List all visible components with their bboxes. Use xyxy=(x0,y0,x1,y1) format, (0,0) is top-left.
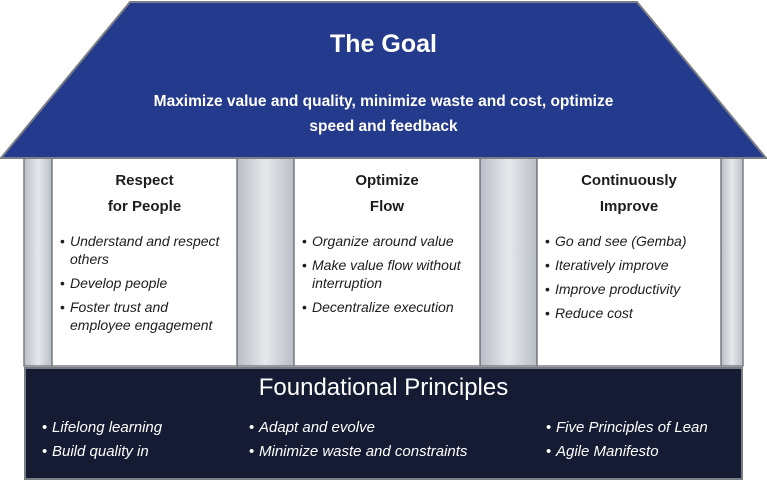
list-item: Improve productivity xyxy=(545,280,713,298)
list-item: Organize around value xyxy=(302,232,472,250)
foundation-column-1: Lifelong learning Build quality in xyxy=(42,416,162,464)
list-item: Foster trust and employee engagement xyxy=(60,298,229,334)
list-item: Minimize waste and constraints xyxy=(249,440,467,464)
pillar-title-line: Improve xyxy=(599,198,659,215)
pillar-title-line: Optimize xyxy=(355,172,419,189)
pillar-bullet-list: Go and see (Gemba) Iteratively improve I… xyxy=(545,232,713,322)
list-item: Agile Manifesto xyxy=(546,440,708,464)
pillar-gap-left xyxy=(236,155,295,367)
goal-description: Maximize value and quality, minimize was… xyxy=(153,93,614,135)
list-item: Iteratively improve xyxy=(545,256,713,274)
list-item: Go and see (Gemba) xyxy=(545,232,713,250)
pillar-title: Respect for People xyxy=(60,168,229,220)
list-item: Develop people xyxy=(60,274,229,292)
list-item: Five Principles of Lean xyxy=(546,416,708,440)
pillar-optimize-flow: Optimize Flow Organize around value Make… xyxy=(294,158,480,364)
pillar-title-line: Respect xyxy=(115,172,174,189)
pillar-gap-right xyxy=(479,155,538,367)
pillar-bullet-list: Organize around value Make value flow wi… xyxy=(302,232,472,316)
goal-title: The Goal xyxy=(330,30,437,58)
pillar-title-line: Flow xyxy=(369,198,405,215)
pillar-bullet-list: Understand and respect others Develop pe… xyxy=(60,232,229,334)
foundation-title: Foundational Principles xyxy=(258,374,509,401)
pillar-title: Continuously Improve xyxy=(545,168,713,220)
list-item: Lifelong learning xyxy=(42,416,162,440)
column-outer-right xyxy=(720,155,744,367)
list-item: Make value flow without interruption xyxy=(302,256,472,292)
roof xyxy=(0,1,767,159)
pillar-title: Optimize Flow xyxy=(302,168,472,220)
pillar-continuously-improve: Continuously Improve Go and see (Gemba) … xyxy=(537,158,721,364)
list-item: Understand and respect others xyxy=(60,232,229,268)
pillar-title-line: for People xyxy=(107,198,182,215)
foundation-column-3: Five Principles of Lean Agile Manifesto xyxy=(546,416,708,464)
list-item: Adapt and evolve xyxy=(249,416,467,440)
list-item: Decentralize execution xyxy=(302,298,472,316)
list-item: Reduce cost xyxy=(545,304,713,322)
pillar-title-line: Continuously xyxy=(581,172,677,189)
column-outer-left xyxy=(23,155,53,367)
foundation-column-2: Adapt and evolve Minimize waste and cons… xyxy=(249,416,467,464)
pillar-respect-for-people: Respect for People Understand and respec… xyxy=(52,158,237,364)
foundation: Foundational Principles Lifelong learnin… xyxy=(24,367,743,480)
list-item: Build quality in xyxy=(42,440,162,464)
